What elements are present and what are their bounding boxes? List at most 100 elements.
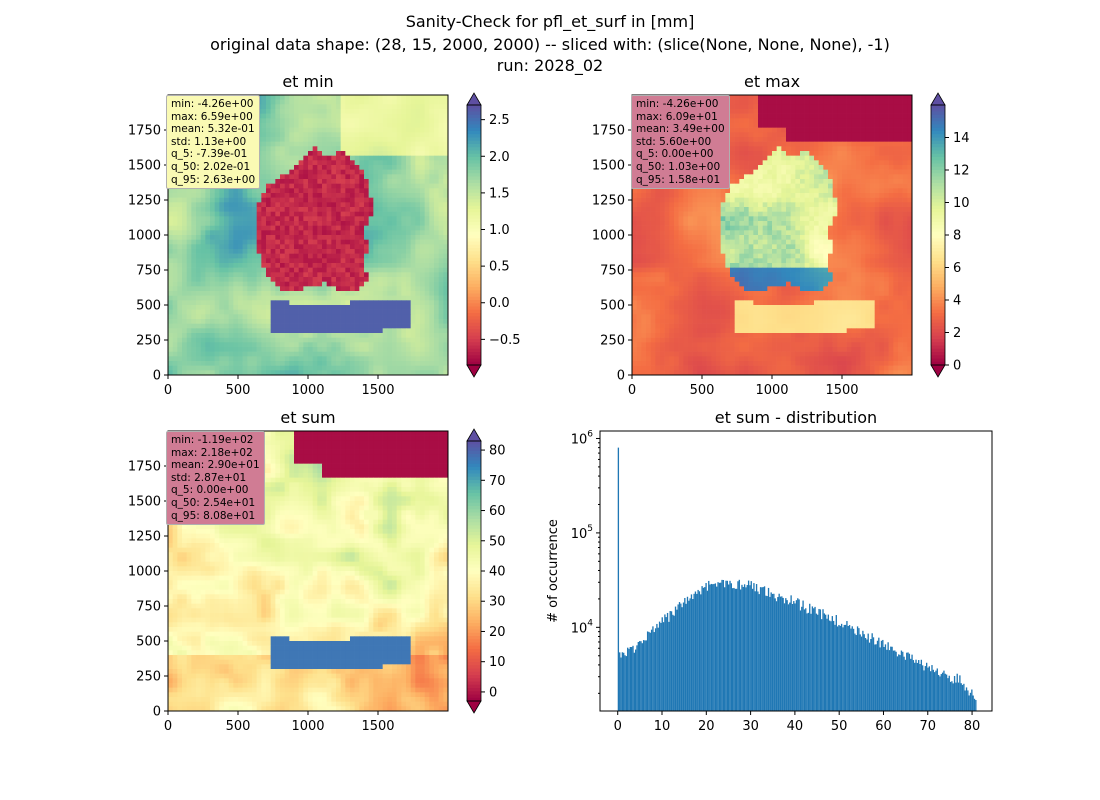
heatmap-cell: [884, 95, 889, 100]
heatmap-cell: [238, 333, 243, 338]
heatmap-cell: [776, 146, 782, 152]
heatmap-cell: [308, 305, 313, 310]
heatmap-cell: [168, 216, 173, 222]
heatmap-cell: [168, 300, 173, 306]
heatmap-cell: [228, 328, 234, 334]
heatmap-cell: [317, 244, 323, 250]
heatmap-cell: [401, 183, 407, 189]
heatmap-cell: [434, 207, 439, 212]
heatmap-cell: [177, 314, 183, 320]
heatmap-cell: [373, 361, 379, 366]
heatmap-cell: [219, 305, 225, 310]
heatmap-cell: [275, 235, 281, 240]
heatmap-cell: [177, 305, 183, 310]
heatmap-cell: [382, 347, 388, 352]
heatmap-cell: [396, 281, 402, 287]
heatmap-cell: [762, 169, 768, 175]
heatmap-cell: [308, 183, 313, 189]
heatmap-cell: [261, 291, 267, 296]
heatmap-cell: [809, 151, 815, 156]
heatmap-cell: [373, 281, 379, 287]
heatmap-cell: [776, 165, 782, 170]
heatmap-cell: [214, 286, 220, 292]
heatmap-cell: [860, 123, 866, 128]
heatmap-cell: [256, 291, 262, 296]
heatmap-cell: [298, 188, 304, 194]
heatmap-cell: [387, 118, 393, 124]
heatmap-cell: [214, 225, 220, 231]
heatmap-cell: [238, 356, 243, 362]
heatmap-cell: [298, 267, 304, 273]
heatmap-cell: [443, 132, 449, 138]
heatmap-cell: [364, 104, 369, 110]
heatmap-cell: [401, 99, 407, 105]
heatmap-cell: [275, 141, 281, 147]
heatmap-cell: [331, 216, 337, 222]
heatmap-cell: [406, 137, 411, 142]
heatmap-cell: [182, 221, 187, 226]
heatmap-cell: [744, 104, 749, 110]
heatmap-cell: [443, 281, 449, 287]
heatmap-cell: [772, 169, 777, 175]
heatmap-cell: [758, 123, 763, 128]
heatmap-cell: [345, 309, 351, 315]
heatmap-cell: [753, 123, 759, 128]
heatmap-cell: [438, 146, 444, 152]
heatmap-cell: [252, 230, 257, 236]
heatmap-cell: [884, 151, 889, 156]
heatmap-cell: [879, 146, 885, 152]
heatmap-cell: [420, 295, 425, 301]
heatmap-cell: [898, 188, 903, 194]
heatmap-cell: [406, 179, 411, 184]
heatmap-cell: [359, 221, 365, 226]
heatmap-cell: [828, 183, 833, 189]
heatmap-cell: [420, 281, 425, 287]
heatmap-cell: [224, 309, 229, 315]
heatmap-cell: [266, 356, 271, 362]
heatmap-cell: [424, 179, 430, 184]
heatmap-cell: [308, 272, 313, 278]
heatmap-cell: [748, 113, 754, 119]
heatmap-cell: [322, 155, 327, 161]
heatmap-cell: [396, 99, 402, 105]
heatmap-cell: [266, 146, 271, 152]
heatmap-cell: [205, 337, 211, 343]
heatmap-cell: [350, 258, 355, 264]
heatmap-cell: [294, 295, 299, 301]
heatmap-cell: [364, 309, 369, 315]
heatmap-cell: [210, 319, 215, 324]
heatmap-cell: [364, 253, 369, 259]
heatmap-cell: [345, 202, 351, 208]
heatmap-cell: [326, 216, 332, 222]
heatmap-cell: [359, 216, 365, 222]
heatmap-cell: [443, 263, 449, 268]
heatmap-cell: [368, 123, 374, 128]
heatmap-cell: [322, 291, 327, 296]
heatmap-cell: [326, 207, 332, 212]
heatmap-cell: [415, 225, 421, 231]
heatmap-cell: [266, 239, 271, 245]
heatmap-cell: [443, 314, 449, 320]
heatmap-cell: [224, 328, 229, 334]
heatmap-cell: [228, 188, 234, 194]
heatmap-cell: [382, 337, 388, 343]
heatmap-cell: [242, 309, 248, 315]
heatmap-cell: [373, 328, 379, 334]
heatmap-cell: [350, 249, 355, 254]
heatmap-cell: [401, 263, 407, 268]
heatmap-cell: [275, 183, 281, 189]
heatmap-cell: [373, 333, 379, 338]
heatmap-cell: [902, 95, 908, 100]
heatmap-cell: [790, 118, 796, 124]
heatmap-cell: [312, 113, 318, 119]
heatmap-cell: [228, 319, 234, 324]
heatmap-cell: [874, 151, 880, 156]
heatmap-cell: [168, 244, 173, 250]
heatmap-cell: [270, 235, 276, 240]
heatmap-cell: [907, 95, 913, 100]
heatmap-cell: [828, 165, 833, 170]
heatmap-cell: [359, 95, 365, 100]
heatmap-cell: [177, 202, 183, 208]
heatmap-cell: [322, 365, 327, 371]
heatmap-cell: [298, 342, 304, 348]
